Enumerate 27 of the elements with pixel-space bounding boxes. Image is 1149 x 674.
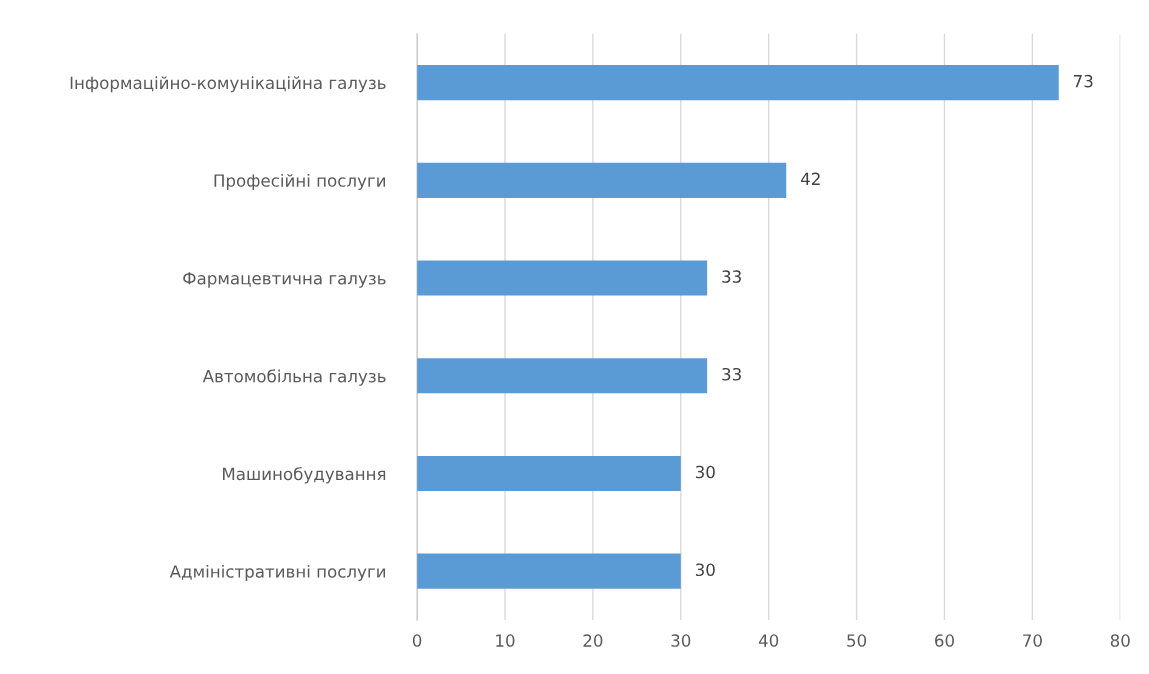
data-label: 33 (722, 270, 741, 283)
x-tick-label: 60 (935, 634, 954, 647)
x-tick-label: 50 (847, 634, 867, 647)
y-tick-label: Автомобільна галузь (202, 369, 386, 386)
data-label: 30 (695, 465, 715, 479)
x-tick-label: 40 (758, 634, 779, 647)
x-tick-label: 0 (412, 634, 422, 647)
data-label: 33 (722, 367, 741, 381)
x-tick-label: 80 (1110, 634, 1130, 647)
y-tick-label: Машинобудування (223, 467, 386, 484)
y-tick-label: Адміністративні послуги (169, 564, 386, 582)
x-tick-label: 30 (671, 634, 691, 647)
y-tick-label: Фармацевтична галузь (183, 272, 386, 288)
bar (417, 455, 681, 492)
bar (417, 260, 708, 296)
x-tick-label: 20 (583, 634, 603, 647)
data-label: 30 (695, 563, 715, 577)
data-label: 73 (1074, 74, 1093, 88)
bar (417, 64, 1059, 101)
data-label: 42 (800, 172, 820, 185)
bar (417, 162, 787, 198)
bar (417, 358, 708, 394)
y-tick-label: Інформаційно-комунікаційна галузь (70, 76, 386, 93)
y-tick-label: Професійні послуги (214, 173, 386, 191)
bar (417, 553, 681, 589)
x-tick-label: 10 (496, 634, 515, 647)
x-tick-label: 70 (1023, 634, 1042, 647)
